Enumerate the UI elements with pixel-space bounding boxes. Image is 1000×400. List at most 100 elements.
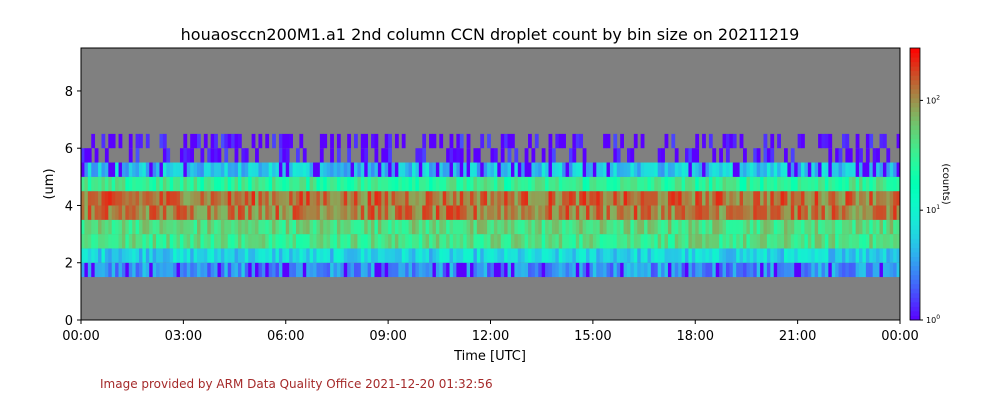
heatmap-cell [882,234,887,249]
heatmap-cell [220,262,225,278]
heatmap-cell [449,176,454,192]
heatmap-cell [821,191,826,206]
heatmap-cell [244,176,249,192]
heatmap-cell [354,191,358,206]
heatmap-cell [807,262,812,278]
heatmap-cell [476,205,481,220]
heatmap-cell [582,176,587,192]
heatmap-cell [725,162,730,177]
heatmap-cell [377,176,382,192]
heatmap-cell [152,205,157,220]
heatmap-cell [159,176,164,192]
heatmap-cell [360,162,365,177]
heatmap-cell [575,133,580,149]
heatmap-cell [292,191,297,206]
heatmap-cell [565,234,570,249]
heatmap-cell [678,219,682,235]
heatmap-cell [139,191,143,206]
heatmap-cell [152,176,157,192]
heatmap-cell [896,234,901,249]
heatmap-cell [743,205,747,220]
heatmap-cell [599,234,604,249]
heatmap-cell [534,234,539,249]
heatmap-cell [487,219,491,235]
heatmap-cell [572,234,577,249]
heatmap-cell [620,234,624,249]
heatmap-cell [381,191,386,206]
heatmap-cell [91,162,96,177]
heatmap-cell [183,219,188,235]
heatmap-cell [350,219,355,235]
heatmap-cell [197,176,201,192]
heatmap-cell [480,191,485,206]
heatmap-cell [142,205,147,220]
heatmap-cell [644,234,648,249]
heatmap-cell [835,234,839,249]
heatmap-cell [162,176,167,192]
heatmap-cell [647,248,652,263]
heatmap-cell [695,148,700,163]
heatmap-cell [476,234,481,249]
heatmap-cell [217,219,222,235]
heatmap-cell [101,219,106,235]
heatmap-cell [855,191,860,206]
heatmap-cell [702,205,706,220]
heatmap-cell [429,191,433,206]
heatmap-cell [272,191,276,206]
heatmap-cell [473,191,478,206]
heatmap-cell [804,248,809,263]
heatmap-cell [282,176,287,192]
heatmap-cell [231,176,235,192]
heatmap-cell [343,162,348,177]
heatmap-cell [678,234,682,249]
heatmap-cell [865,162,870,177]
heatmap-cell [439,219,444,235]
heatmap-cell [783,248,788,263]
heatmap-cell [889,234,894,249]
heatmap-cell [121,234,126,249]
heatmap-cell [261,162,266,177]
heatmap-cell [763,162,768,177]
heatmap-cell [176,176,181,192]
colorbar-segment [910,274,920,280]
heatmap-cell [463,162,468,177]
heatmap-cell [749,248,754,263]
heatmap-cell [620,133,624,149]
heatmap-cell [234,234,239,249]
heatmap-cell [429,219,433,235]
heatmap-cell [756,162,761,177]
heatmap-cell [422,191,427,206]
heatmap-cell [640,162,645,177]
heatmap-cell [531,148,536,163]
heatmap-cell [176,234,181,249]
heatmap-cell [231,219,235,235]
heatmap-cell [790,219,795,235]
heatmap-cell [394,162,399,177]
heatmap-cell [524,176,529,192]
heatmap-cell [429,248,433,263]
heatmap-cell [504,176,508,192]
heatmap-cell [128,234,133,249]
heatmap-cell [524,148,529,163]
heatmap-cell [623,191,628,206]
heatmap-cell [725,205,730,220]
heatmap-cell [824,176,829,192]
heatmap-cell [746,205,751,220]
heatmap-cell [845,205,850,220]
heatmap-cell [186,205,191,220]
heatmap-cell [193,133,198,149]
heatmap-cell [882,205,887,220]
heatmap-cell [302,262,307,278]
heatmap-cell [551,205,556,220]
heatmap-cell [265,248,270,263]
heatmap-cell [442,162,447,177]
heatmap-cell [794,162,799,177]
heatmap-cell [661,176,665,192]
heatmap-cell [804,219,809,235]
heatmap-cell [493,262,498,278]
heatmap-cell [285,191,290,206]
heatmap-cell [896,176,901,192]
heatmap-cell [545,219,549,235]
heatmap-cell [128,191,133,206]
heatmap-cell [237,248,242,263]
